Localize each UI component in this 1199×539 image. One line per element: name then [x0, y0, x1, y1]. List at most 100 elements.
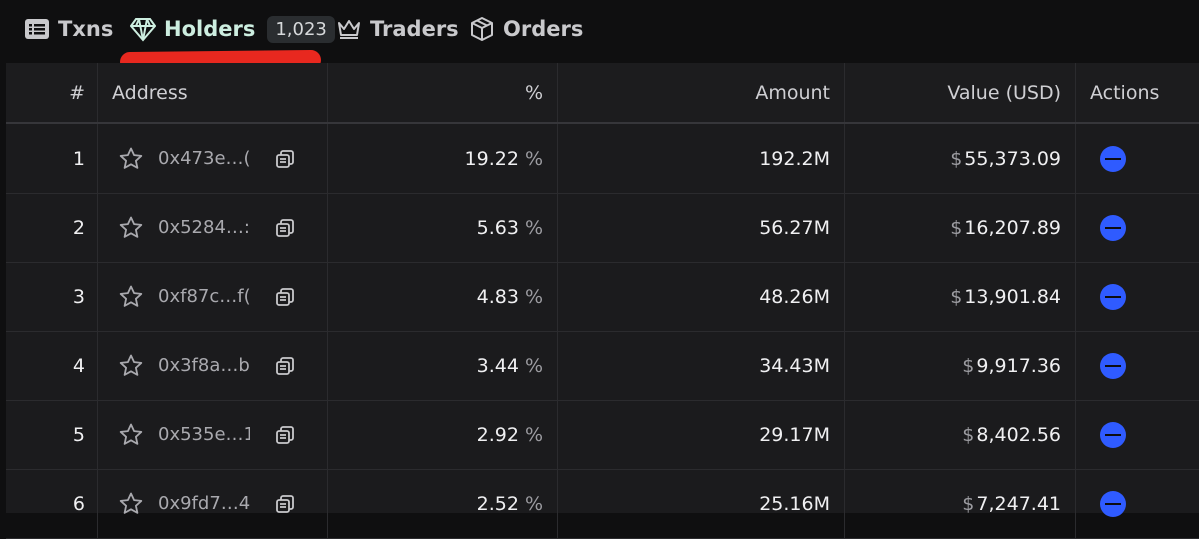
box-icon [469, 16, 495, 42]
holder-percent: 4.83 [476, 285, 519, 308]
holder-percent: 2.92 [476, 423, 519, 446]
tab-orders[interactable]: Orders [469, 12, 583, 46]
holder-amount: 56.27M [558, 193, 845, 262]
percent-sign: % [524, 147, 543, 170]
tab-traders[interactable]: Traders [336, 12, 459, 46]
remove-action-icon[interactable] [1100, 283, 1126, 310]
row-num: 3 [6, 262, 98, 331]
copy-icon[interactable] [274, 286, 296, 308]
star-icon[interactable] [118, 422, 144, 448]
holder-address[interactable]: 0x535e…1 [158, 424, 250, 445]
remove-action-icon[interactable] [1100, 352, 1126, 379]
percent-cell: 3.44% [328, 331, 558, 400]
remove-action-icon[interactable] [1100, 490, 1126, 517]
star-icon[interactable] [118, 215, 144, 241]
header-value: Value (USD) [845, 63, 1076, 122]
header-actions: Actions [1090, 81, 1160, 104]
holder-address[interactable]: 0x5284…: [158, 217, 250, 238]
holder-amount: 25.16M [558, 469, 845, 538]
percent-sign: % [524, 216, 543, 239]
usd-sign: $ [962, 423, 975, 446]
address-cell: 0x3f8a…b [98, 331, 328, 400]
row-num: 2 [6, 193, 98, 262]
diamond-icon [130, 16, 156, 42]
usd-sign: $ [962, 492, 975, 515]
usd-sign: $ [962, 354, 975, 377]
usd-sign: $ [950, 285, 963, 308]
percent-cell: 2.52% [328, 469, 558, 538]
actions-cell [1076, 331, 1199, 400]
star-icon[interactable] [118, 146, 144, 172]
usd-sign: $ [950, 216, 963, 239]
table-row[interactable]: 3 0xf87c…f(4.83% 48.26M $13,901.84 [6, 262, 1199, 332]
row-num: 4 [6, 331, 98, 400]
value-cell: $7,247.41 [845, 469, 1076, 538]
value-cell: $9,917.36 [845, 331, 1076, 400]
holder-value: 8,402.56 [976, 423, 1061, 446]
address-cell: 0x473e…( [98, 124, 328, 193]
holder-amount: 192.2M [558, 124, 845, 193]
table-row[interactable]: 1 0x473e…( 19.22% 192.2M $55,373.09 [6, 124, 1199, 194]
copy-icon[interactable] [274, 148, 296, 170]
tab-orders-label: Orders [503, 17, 584, 41]
star-icon[interactable] [118, 284, 144, 310]
header-num: # [6, 63, 98, 122]
actions-cell [1076, 469, 1199, 538]
star-icon[interactable] [118, 491, 144, 517]
percent-sign: % [524, 285, 543, 308]
row-num: 6 [6, 469, 98, 538]
row-num: 1 [6, 124, 98, 193]
holder-value: 55,373.09 [964, 147, 1061, 170]
holder-value: 16,207.89 [964, 216, 1061, 239]
value-cell: $8,402.56 [845, 400, 1076, 469]
holder-address[interactable]: 0x9fd7…4 [158, 493, 250, 514]
star-icon[interactable] [118, 353, 144, 379]
actions-cell [1076, 124, 1199, 193]
crown-icon [336, 16, 362, 42]
holder-percent: 2.52 [476, 492, 519, 515]
holder-address[interactable]: 0xf87c…f( [158, 286, 250, 307]
holder-address[interactable]: 0x473e…( [158, 148, 250, 169]
usd-sign: $ [950, 147, 963, 170]
percent-cell: 19.22% [328, 124, 558, 193]
tab-txns[interactable]: Txns [24, 12, 113, 46]
address-cell: 0xf87c…f( [98, 262, 328, 331]
remove-action-icon[interactable] [1100, 145, 1126, 172]
value-cell: $16,207.89 [845, 193, 1076, 262]
copy-icon[interactable] [274, 493, 296, 515]
list-icon [24, 16, 50, 42]
holder-address[interactable]: 0x3f8a…b [158, 355, 250, 376]
holder-value: 7,247.41 [976, 492, 1061, 515]
address-cell: 0x535e…1 [98, 400, 328, 469]
table-row[interactable]: 2 0x5284…: 5.63% 56.27M $16,207.89 [6, 193, 1199, 263]
percent-cell: 4.83% [328, 262, 558, 331]
tab-txns-label: Txns [58, 17, 114, 41]
row-num: 5 [6, 400, 98, 469]
percent-sign: % [524, 423, 543, 446]
header-address: Address [98, 63, 328, 122]
actions-cell [1076, 193, 1199, 262]
tab-holders-label: Holders [164, 17, 256, 41]
table-row[interactable]: 5 0x535e…1 2.92% 29.17M $8,402.56 [6, 400, 1199, 470]
tab-holders[interactable]: Holders 1,023 [130, 12, 335, 46]
address-cell: 0x5284…: [98, 193, 328, 262]
holder-value: 9,917.36 [976, 354, 1061, 377]
copy-icon[interactable] [274, 217, 296, 239]
remove-action-icon[interactable] [1100, 421, 1126, 448]
address-cell: 0x9fd7…4 [98, 469, 328, 538]
copy-icon[interactable] [274, 355, 296, 377]
table-header: # Address % Amount Value (USD) Actions [6, 63, 1199, 124]
percent-cell: 2.92% [328, 400, 558, 469]
remove-action-icon[interactable] [1100, 214, 1126, 241]
table-row[interactable]: 6 0x9fd7…4 2.52% 25.16M $7,247.41 [6, 469, 1199, 539]
header-amount: Amount [558, 63, 845, 122]
percent-cell: 5.63% [328, 193, 558, 262]
holder-amount: 48.26M [558, 262, 845, 331]
actions-cell [1076, 262, 1199, 331]
copy-icon[interactable] [274, 424, 296, 446]
tab-bar: Txns Holders 1,023 Traders Orders [0, 0, 1199, 62]
holder-percent: 3.44 [476, 354, 519, 377]
holder-amount: 29.17M [558, 400, 845, 469]
holder-percent: 5.63 [476, 216, 519, 239]
table-row[interactable]: 4 0x3f8a…b 3.44% 34.43M $9,917.36 [6, 331, 1199, 401]
